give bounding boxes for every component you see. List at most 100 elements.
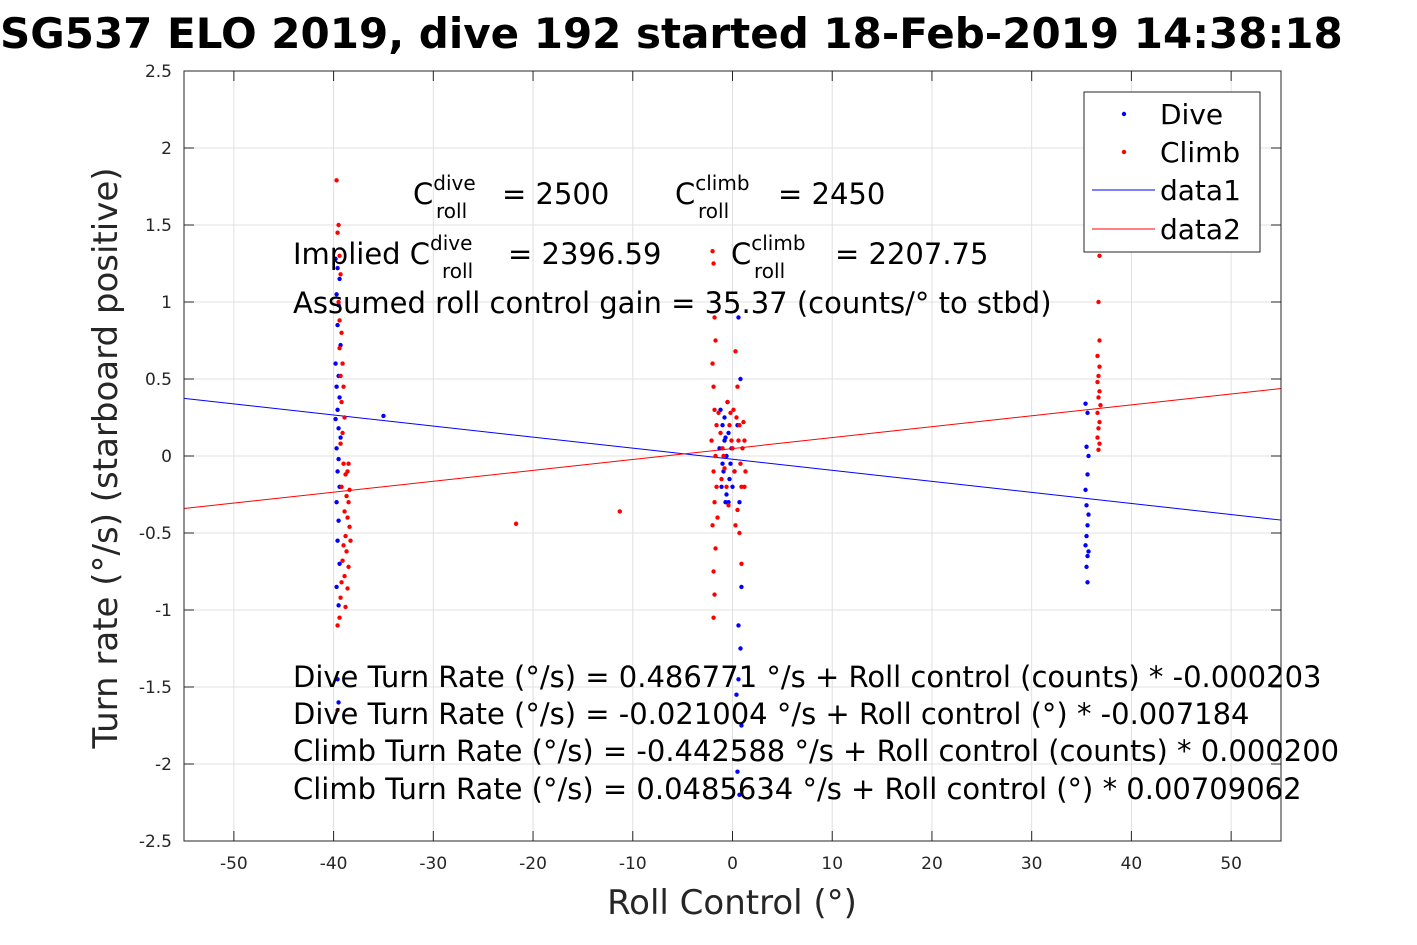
- climb-point: [711, 384, 716, 389]
- dive-point: [1086, 549, 1091, 554]
- legend-data1: data1: [1160, 174, 1241, 207]
- y-axis-label: Turn rate (°/s) (starboard positive): [86, 167, 126, 749]
- dive-point: [1084, 444, 1089, 449]
- climb-point: [347, 524, 352, 530]
- climb-point: [714, 484, 719, 489]
- dive-point: [333, 416, 338, 422]
- climb-point: [345, 469, 350, 474]
- dive-point: [1085, 472, 1090, 477]
- climb-point: [710, 523, 715, 528]
- climb-point: [1096, 447, 1101, 453]
- climb-point: [738, 461, 743, 466]
- x-tick-label: -20: [519, 854, 547, 874]
- climb-point: [340, 361, 345, 366]
- x-tick-label: 40: [1121, 854, 1143, 874]
- y-tick-label: -0.5: [139, 524, 172, 544]
- y-tick-label: 0: [161, 447, 172, 467]
- climb-point: [1096, 395, 1101, 400]
- climb-point: [1096, 299, 1101, 305]
- legend-dive-marker: [1121, 111, 1127, 117]
- climb-point: [737, 423, 742, 428]
- climb-point: [337, 346, 342, 351]
- climb-point: [735, 507, 740, 513]
- dive-point: [726, 430, 731, 436]
- climb-point: [336, 299, 341, 305]
- dive-point: [734, 692, 739, 697]
- climb-point: [339, 580, 344, 585]
- climb-point: [713, 546, 718, 551]
- dive-point: [726, 500, 731, 505]
- dive-point: [1084, 533, 1089, 539]
- dive-point: [337, 561, 342, 566]
- fit-equation-4: Climb Turn Rate (°/s) = 0.0485634 °/s + …: [293, 772, 1302, 806]
- climb-point: [342, 415, 347, 420]
- climb-point: [338, 373, 343, 379]
- climb-point: [1097, 441, 1102, 446]
- legend-data2: data2: [1160, 213, 1241, 246]
- y-tick-label: 0.5: [145, 370, 172, 390]
- y-tick-label: 2.5: [145, 62, 172, 82]
- dive-point: [333, 256, 338, 262]
- dive-point: [737, 500, 742, 505]
- dive-point: [1085, 553, 1090, 559]
- climb-point: [722, 466, 727, 471]
- climb-point: [732, 469, 737, 474]
- y-tick-label: 1.5: [145, 216, 172, 236]
- climb-point: [344, 493, 349, 499]
- dive-point: [739, 723, 744, 728]
- climb-point: [335, 623, 340, 628]
- dive-point: [336, 426, 341, 431]
- climb-point: [346, 461, 351, 466]
- climb-point: [337, 615, 342, 620]
- climb-point: [712, 407, 717, 412]
- x-tick-label: -40: [320, 854, 348, 874]
- climb-point: [1095, 353, 1100, 359]
- dive-point: [336, 603, 341, 608]
- climb-point: [742, 484, 747, 489]
- climb-point: [739, 561, 744, 566]
- climb-point: [737, 530, 742, 536]
- climb-point: [343, 604, 348, 610]
- climb-point: [342, 573, 347, 579]
- climb-point: [710, 361, 715, 366]
- y-tick-label: -1.5: [139, 678, 172, 698]
- climb-point: [1095, 379, 1100, 385]
- dive-point: [334, 384, 339, 389]
- x-tick-label: 30: [1021, 854, 1043, 874]
- climb-point: [727, 423, 732, 428]
- dive-point: [739, 584, 744, 590]
- dive-point: [1086, 453, 1091, 459]
- climb-point: [712, 592, 717, 597]
- climb-point: [344, 549, 349, 554]
- scatter-points: [333, 178, 1103, 797]
- dive-point: [335, 322, 340, 328]
- dive-point: [722, 415, 727, 420]
- dive-point: [334, 446, 339, 451]
- implied-c-dive-label: Implied Cdive roll = 2396.59: [293, 231, 661, 283]
- dive-point: [381, 413, 386, 419]
- climb-point: [729, 438, 734, 443]
- dive-point: [720, 423, 725, 428]
- dive-point: [737, 792, 742, 797]
- climb-point: [348, 538, 353, 543]
- climb-point: [341, 461, 346, 466]
- axis-ticks: -50 -40 -30 -20 -10 0 10 20 30 40 50-2.5-2-1.5-1-0…: [139, 62, 1281, 874]
- climb-point: [711, 261, 716, 266]
- dive-point: [1083, 401, 1088, 406]
- dive-point: [1086, 512, 1091, 517]
- dive-point: [336, 456, 341, 462]
- climb-point: [709, 438, 714, 443]
- climb-point: [711, 469, 716, 474]
- climb-point: [347, 487, 352, 493]
- climb-point: [742, 438, 747, 443]
- legend-box: [1083, 91, 1261, 253]
- climb-point: [1096, 426, 1101, 431]
- roll-gain-annotation: Assumed roll control gain = 35.37 (count…: [293, 286, 1052, 320]
- y-tick-label: -2: [155, 755, 172, 775]
- climb-point: [712, 315, 717, 320]
- climb-point: [345, 586, 350, 591]
- climb-point: [617, 509, 623, 514]
- dive-point: [736, 677, 741, 682]
- climb-point: [724, 484, 729, 489]
- climb-point: [1097, 364, 1102, 369]
